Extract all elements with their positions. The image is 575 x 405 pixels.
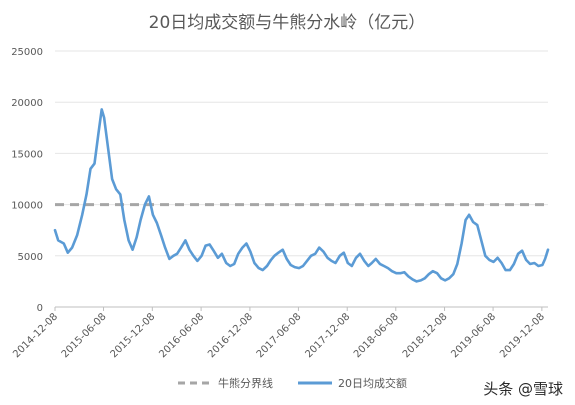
x-tick-label: 2014-12-08 bbox=[11, 311, 60, 360]
x-tick-label: 2017-06-08 bbox=[255, 311, 304, 360]
y-tick-label: 15000 bbox=[11, 149, 43, 160]
x-tick-label: 2016-06-08 bbox=[157, 311, 206, 360]
y-tick-label: 10000 bbox=[11, 201, 43, 212]
y-tick-label: 25000 bbox=[11, 47, 43, 58]
chart-title: 20日均成交额与牛熊分水岭（亿元） bbox=[149, 13, 426, 33]
gridlines bbox=[55, 50, 548, 308]
y-axis: 0 5000 10000 15000 20000 25000 bbox=[11, 47, 43, 314]
y-tick-label: 5000 bbox=[18, 252, 43, 263]
x-tick-label: 2019-06-08 bbox=[449, 311, 498, 360]
legend-label: 牛熊分界线 bbox=[218, 376, 273, 390]
x-axis: 2014-12-08 2015-06-08 2015-12-08 2016-06-08… bbox=[11, 307, 547, 360]
y-tick-label: 0 bbox=[37, 303, 43, 314]
x-tick-label: 2017-12-08 bbox=[303, 311, 352, 360]
x-tick-label: 2015-06-08 bbox=[60, 311, 109, 360]
legend-label: 20日均成交额 bbox=[338, 376, 407, 390]
x-tick-label: 2018-06-08 bbox=[352, 311, 401, 360]
watermark: 头条 @雪球 bbox=[483, 380, 563, 398]
x-tick-label: 2018-12-08 bbox=[401, 311, 450, 360]
series-layer bbox=[53, 108, 550, 283]
y-tick-label: 20000 bbox=[11, 98, 43, 109]
x-tick-label: 2015-12-08 bbox=[109, 311, 158, 360]
series-line-20day-avg-turnover bbox=[53, 108, 550, 283]
x-tick-label: 2019-12-08 bbox=[498, 311, 547, 360]
x-tick-label: 2016-12-08 bbox=[206, 311, 255, 360]
legend: 牛熊分界线 20日均成交额 bbox=[178, 376, 407, 390]
